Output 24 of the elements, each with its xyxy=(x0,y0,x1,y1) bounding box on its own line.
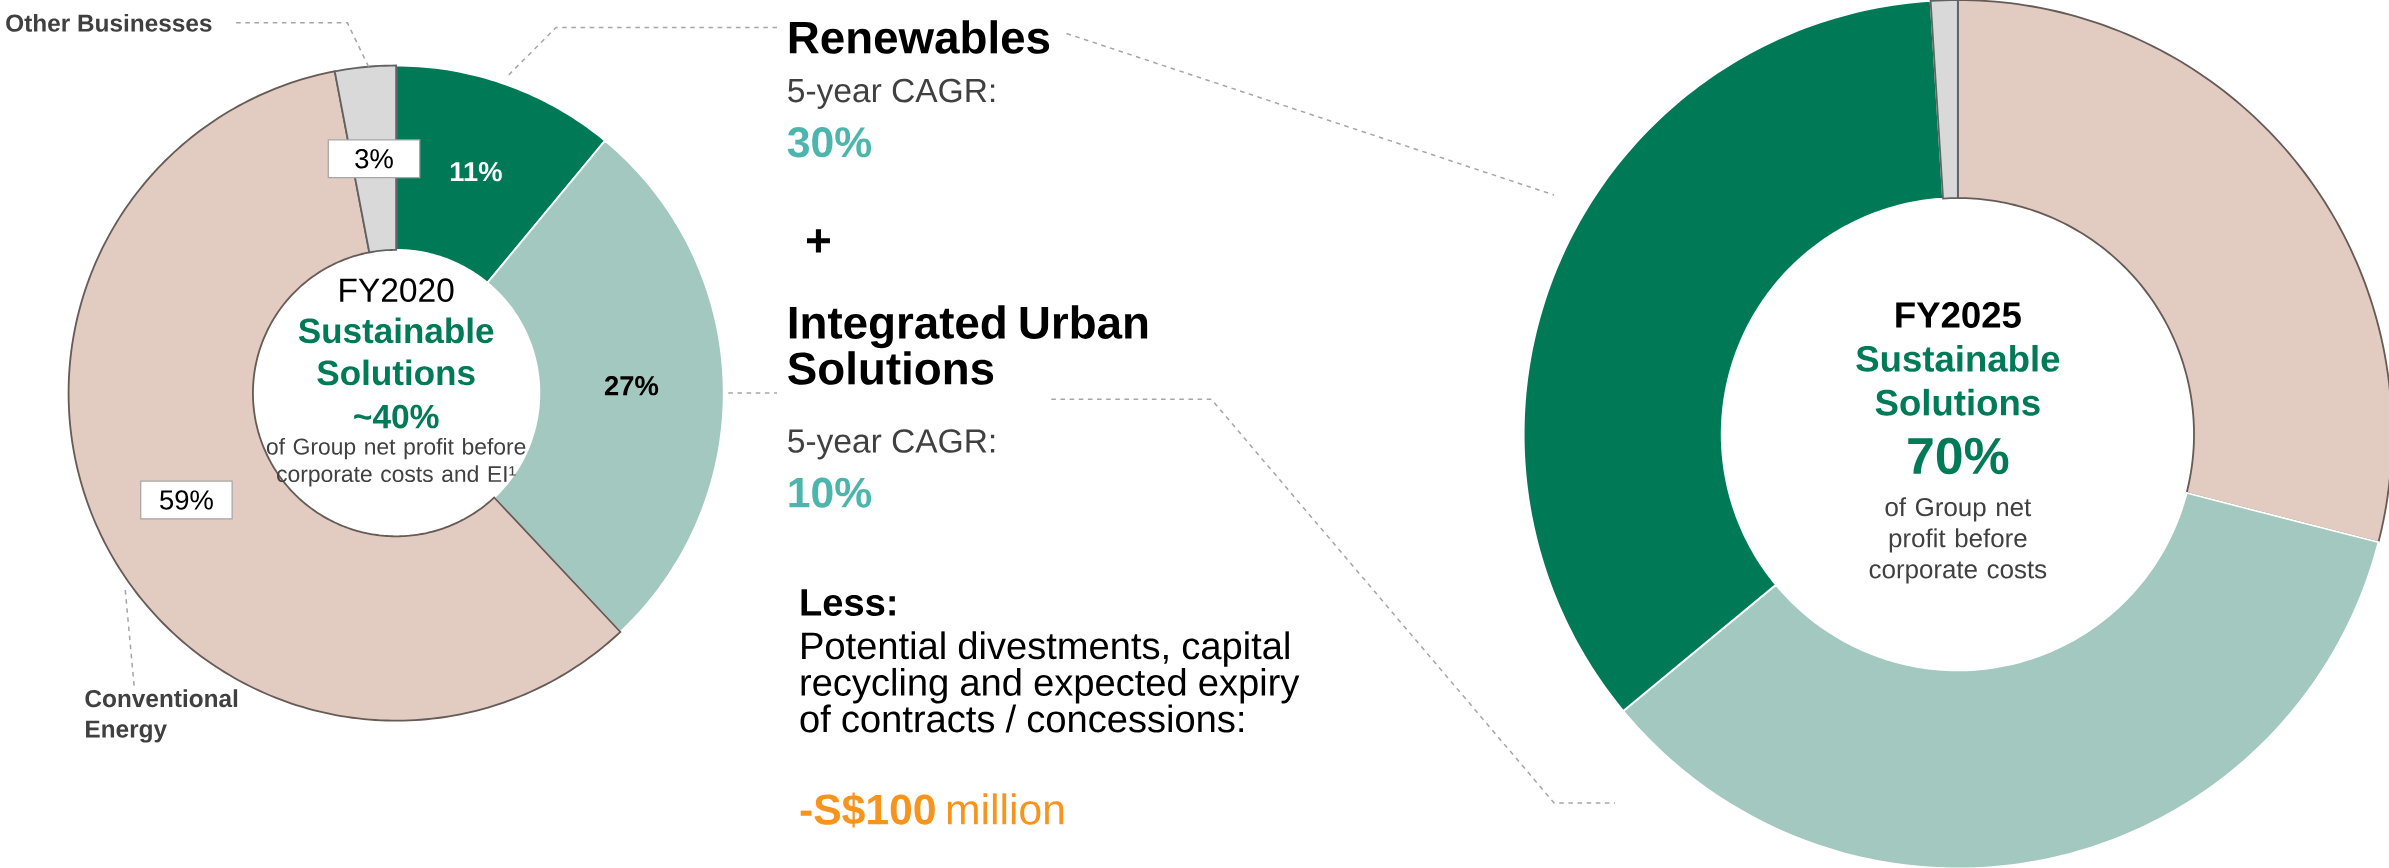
text: of Group net profit before corporate costs xyxy=(1869,497,2047,584)
text: ~40% xyxy=(354,404,439,429)
text: 30% xyxy=(787,126,872,158)
text: 70% xyxy=(1908,437,2009,475)
text: Potential divestments, capital recycling and expected expiry of contracts / concessions: xyxy=(800,631,1300,733)
data-label: 3% xyxy=(355,148,393,169)
data-label: 59% xyxy=(160,490,213,510)
text: + xyxy=(807,228,830,253)
data-label: 11% xyxy=(450,161,502,182)
slice-label: Conventional Energy xyxy=(85,689,238,743)
text: -S$100 xyxy=(800,792,935,828)
text: 10% xyxy=(789,477,872,508)
text: FY2025 xyxy=(1896,301,2021,328)
text: Sustainable Solutions xyxy=(1856,344,2060,416)
text: 5-year CAGR: xyxy=(788,78,995,109)
text: million xyxy=(947,793,1064,825)
data-label: 27% xyxy=(604,375,659,396)
text: Integrated Urban Solutions xyxy=(788,305,1148,385)
text: Sustainable Solutions xyxy=(298,317,494,386)
text: 5-year CAGR: xyxy=(788,428,995,460)
text: Less: xyxy=(801,589,895,616)
text: Renewables xyxy=(789,19,1050,54)
text: FY2020 xyxy=(340,278,454,302)
slice-label: Other Businesses xyxy=(6,13,212,32)
